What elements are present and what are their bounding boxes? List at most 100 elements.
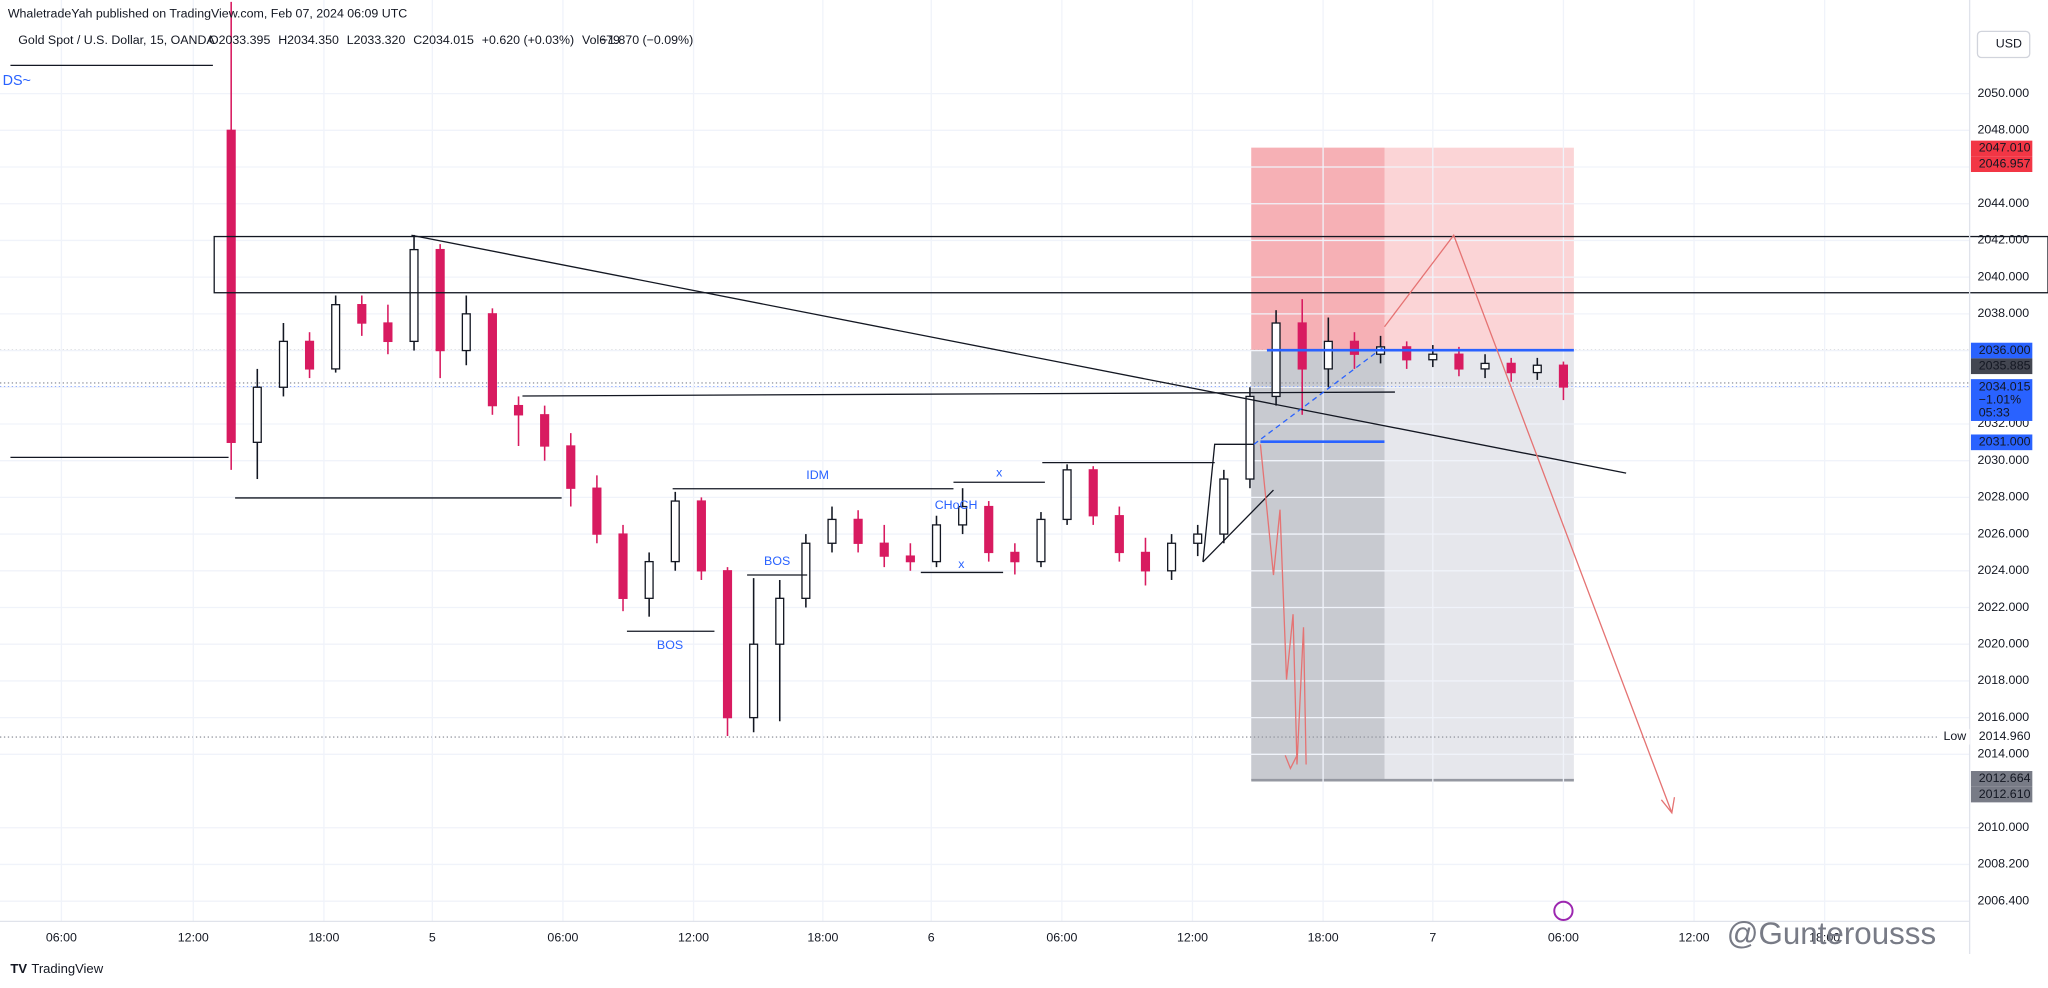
watermark: @Gunterousss — [1727, 916, 1936, 951]
level — [522, 391, 1395, 397]
candle-body — [1062, 469, 1072, 521]
candle-body — [304, 340, 315, 370]
legend-value: C2034.015 — [413, 33, 474, 47]
legend: O2033.395 H2034.350 L2033.320 C2034.015 +0.6… — [209, 33, 620, 47]
candle-body — [1428, 353, 1438, 361]
candle-body — [513, 404, 524, 416]
candle-body — [252, 386, 262, 443]
header: WhaletradeYah published on TradingView.c… — [8, 7, 693, 47]
y-tick-label: 2016.000 — [1977, 710, 2029, 724]
price-marker-label: 2046.957 — [1979, 156, 2031, 170]
candle-body — [540, 414, 550, 447]
candle-body — [722, 570, 733, 719]
drawings — [10, 64, 2048, 815]
candle-body — [331, 304, 341, 370]
drawings — [0, 147, 1970, 782]
candle-body — [1323, 340, 1333, 370]
alert-icon[interactable] — [1553, 900, 1574, 922]
x-tick-label: 18:00 — [1809, 931, 1840, 945]
candle-body — [1558, 364, 1568, 388]
candles — [226, 1, 1568, 736]
annotation: x — [996, 465, 1003, 479]
candle-body — [618, 533, 628, 599]
x-tick-label: 12:00 — [678, 931, 709, 945]
x-tick-label: 18:00 — [308, 931, 339, 945]
x-tick-label: 06:00 — [547, 931, 578, 945]
x-tick-label: 18:00 — [1308, 931, 1339, 945]
annotation: BOS — [657, 638, 683, 652]
candle-body — [592, 487, 602, 535]
x-tick-label: 6 — [928, 931, 935, 945]
legend-value: +0.620 (+0.03%) — [482, 33, 574, 47]
price-marker — [1970, 771, 2033, 787]
candle-body — [1167, 542, 1177, 572]
y-tick-label: 2038.000 — [1977, 306, 2029, 320]
candle-body — [1193, 533, 1203, 544]
y-tick-label: 2022.000 — [1977, 600, 2029, 614]
arrow-head — [1284, 755, 1298, 771]
candle-body — [1480, 362, 1490, 370]
price-marker — [1970, 358, 2033, 375]
legend-value: O2033.395 — [209, 33, 270, 47]
y-tick-label: 2008.200 — [1977, 857, 2029, 871]
candle-body — [357, 304, 367, 324]
supply-box — [213, 235, 2048, 294]
symbol: Gold Spot / U.S. Dollar, 15, OANDA — [18, 33, 215, 47]
price-marker-label: 2012.610 — [1979, 787, 2031, 801]
y-tick-label: 2020.000 — [1977, 636, 2029, 650]
x-tick-label: 12:00 — [178, 931, 209, 945]
candle-body — [1140, 551, 1151, 572]
y-tick-label: 2006.400 — [1977, 893, 2029, 907]
price-marker — [1970, 140, 2033, 157]
currency-button[interactable] — [1976, 30, 2031, 59]
price-marker-sub: 05:33 — [1979, 405, 2010, 419]
candle-body — [226, 129, 236, 443]
candle-body — [1245, 395, 1255, 480]
price-marker — [1970, 728, 2033, 745]
price-marker-tag — [1938, 728, 1970, 745]
projection-path — [1259, 444, 1307, 765]
grid — [0, 0, 1970, 922]
candle-body — [853, 518, 863, 544]
footer: TradingView — [31, 961, 103, 976]
y-tick-label: 2040.000 — [1977, 269, 2029, 283]
candle-body — [1219, 478, 1229, 535]
wedge — [1202, 489, 1274, 563]
y-tick-label: 2028.000 — [1977, 490, 2029, 504]
price-marker — [1970, 786, 2033, 803]
annotation: IDM — [806, 468, 829, 482]
price-marker — [1970, 342, 2033, 359]
legend-value: L2033.320 — [347, 33, 406, 47]
stop-zone-active — [1251, 350, 1385, 781]
y-tick-label: 2050.000 — [1977, 86, 2029, 100]
x-tick-label: 06:00 — [1548, 931, 1579, 945]
candle-body — [1010, 551, 1020, 563]
price-marker-label: 2047.010 — [1979, 141, 2031, 155]
x-tick-label: 06:00 — [46, 931, 77, 945]
candle-body — [879, 542, 889, 557]
x-tick-label: 18:00 — [807, 931, 838, 945]
candle-body — [644, 560, 654, 599]
candle-body — [1506, 362, 1516, 374]
price-marker — [1970, 379, 2033, 421]
y-tick-label: 2042.000 — [1977, 233, 2029, 247]
price-marker-label: 2036.000 — [1979, 343, 2031, 357]
trend-line — [411, 234, 1627, 474]
y-tick-label: 2044.000 — [1977, 196, 2029, 210]
y-tick-label: 2018.000 — [1977, 673, 2029, 687]
candle-body — [801, 542, 811, 599]
price-marker-sub: −1.01% — [1979, 392, 2021, 406]
corner-label: DS~ — [3, 73, 31, 89]
candle-body — [383, 322, 393, 343]
annotation: BOS — [764, 554, 790, 568]
x-tick-label: 12:00 — [1679, 931, 1710, 945]
y-tick-label: 2010.000 — [1977, 820, 2029, 834]
price-marker-label: 2012.664 — [1979, 771, 2031, 785]
legend-value: H2034.350 — [278, 33, 339, 47]
x-tick-label: 06:00 — [1046, 931, 1077, 945]
y-tick-label: 2014.000 — [1977, 747, 2029, 761]
candle-body — [775, 597, 785, 645]
wedge — [1202, 443, 1254, 563]
